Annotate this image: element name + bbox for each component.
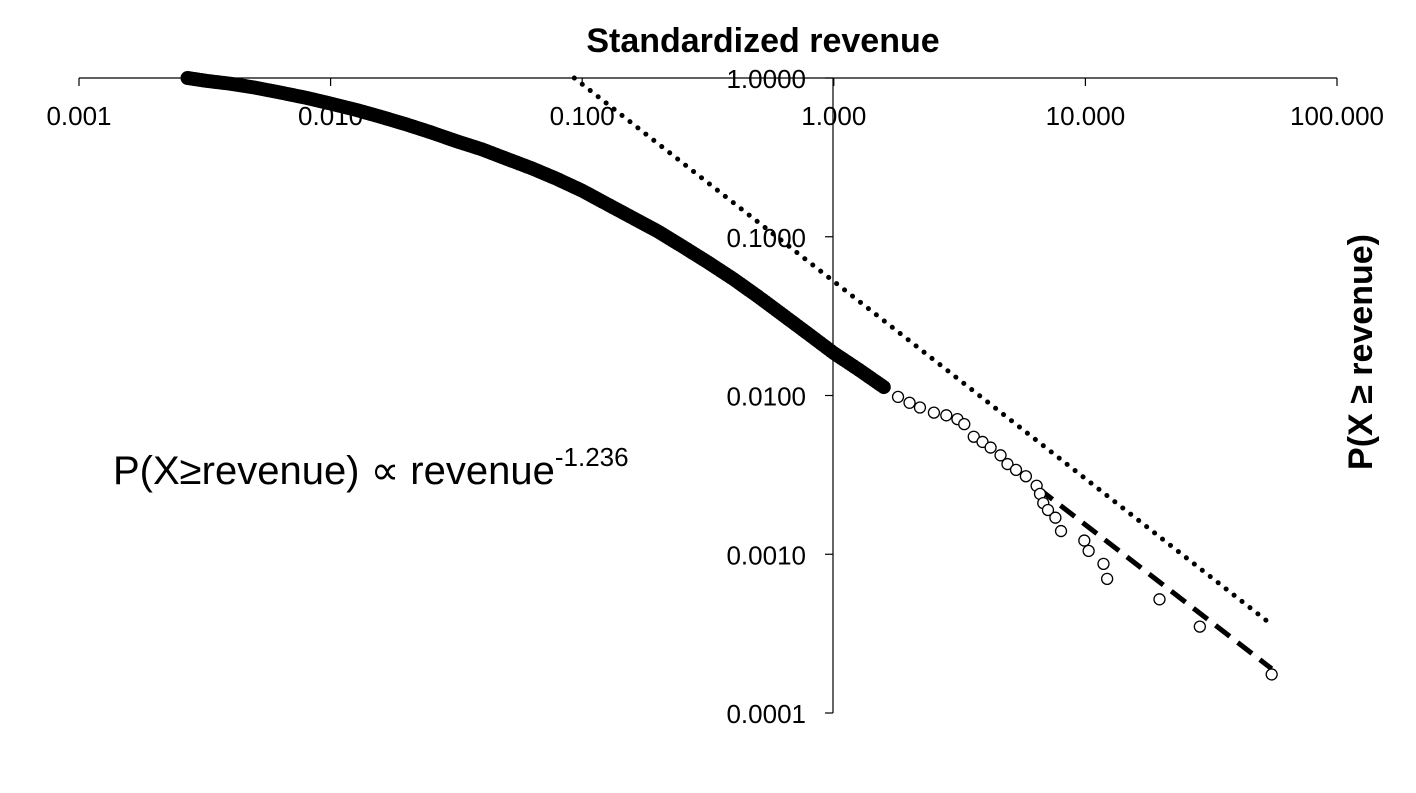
open-data-point xyxy=(1100,572,1114,585)
power-law-fit-line xyxy=(1036,486,1274,671)
power-law-annotation: P(X≥revenue) ∝ revenue-1.236 xyxy=(113,442,629,493)
open-data-point xyxy=(1153,593,1166,606)
open-data-point xyxy=(1049,511,1062,524)
open-data-point xyxy=(1193,620,1206,633)
filled-data-point xyxy=(876,380,891,395)
open-data-point xyxy=(994,449,1007,462)
open-data-point xyxy=(913,401,927,414)
open-data-point xyxy=(940,409,953,422)
open-data-point xyxy=(1097,557,1110,571)
y-tick-label: 1.0000 xyxy=(726,64,806,94)
x-tick-label: 0.001 xyxy=(46,101,111,131)
open-data-point xyxy=(1041,503,1055,517)
open-data-point xyxy=(1001,457,1014,471)
open-data-point xyxy=(984,441,997,454)
open-data-point xyxy=(1082,544,1095,558)
open-data-point xyxy=(1265,668,1278,681)
open-data-point xyxy=(927,406,941,419)
power-law-reference-line xyxy=(571,75,1275,628)
open-data-point xyxy=(1054,524,1068,538)
data-points xyxy=(180,71,1278,681)
open-data-point xyxy=(958,417,971,431)
open-data-point xyxy=(1009,463,1023,477)
open-data-point xyxy=(903,396,916,409)
y-axis-label: P(X ≥ revenue) xyxy=(1342,234,1380,470)
y-tick-label: 0.0001 xyxy=(726,699,806,729)
x-tick-label: 0.100 xyxy=(550,101,615,131)
open-data-point xyxy=(1078,534,1091,547)
open-data-point xyxy=(891,390,905,404)
annotation-exponent: -1.236 xyxy=(555,442,629,472)
y-tick-label: 0.0010 xyxy=(726,540,806,570)
y-tick-label: 0.0100 xyxy=(726,382,806,412)
dotted-trend-line xyxy=(571,75,1275,628)
dashed-fit-line xyxy=(1036,486,1274,671)
x-tick-label: 1.000 xyxy=(801,101,866,131)
x-tick-label: 10.000 xyxy=(1046,101,1126,131)
chart-title: Standardized revenue xyxy=(586,22,939,60)
open-data-point xyxy=(1019,470,1033,483)
x-tick-label: 100.000 xyxy=(1290,101,1384,131)
x-axis: 0.001 0.010 0.100 1.000 10.000 100.000 xyxy=(46,77,1384,131)
annotation-base: P(X≥revenue) ∝ revenue xyxy=(113,449,555,493)
